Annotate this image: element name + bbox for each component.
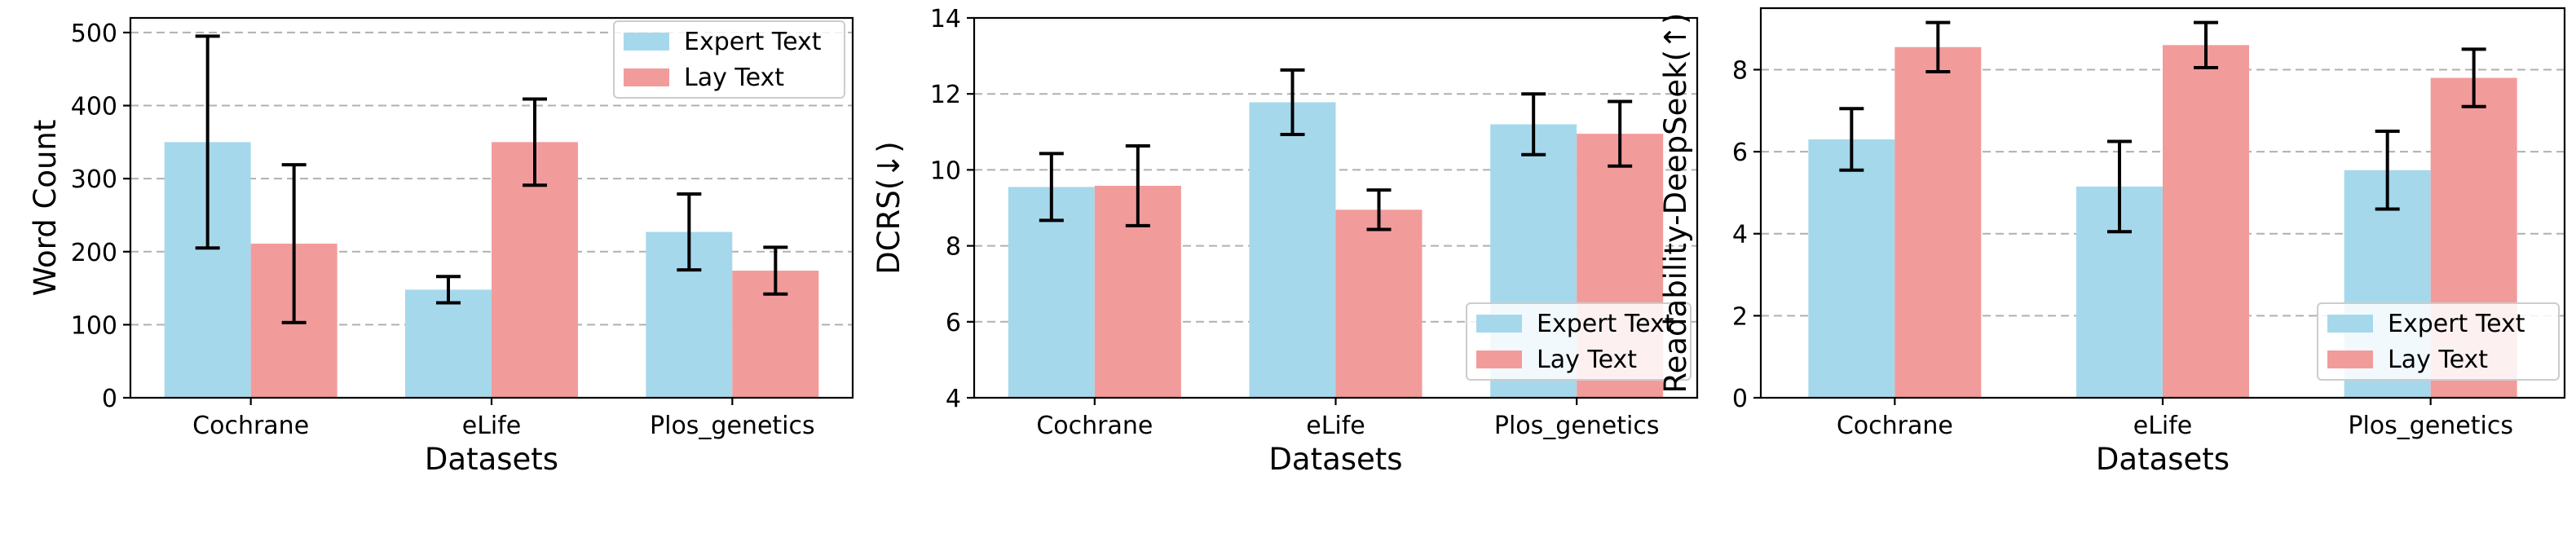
legend: Expert Text Lay Text <box>2317 302 2560 381</box>
x-tick-label: Plos_genetics <box>1494 412 1660 440</box>
y-tick-label: 8 <box>946 233 961 262</box>
legend-frame <box>2317 302 2560 381</box>
x-tick-label: eLife <box>462 412 522 440</box>
legend-swatch-lay-text <box>2327 350 2373 368</box>
legend-swatch-lay-text <box>624 68 669 86</box>
chart-panel-3: 0 2 4 6 8 Cochrane eLife Plos_genetics Datasets R… <box>1658 7 2566 477</box>
legend-swatch-lay-text <box>1476 350 1522 368</box>
y-tick-label: 14 <box>930 5 961 33</box>
x-tick-label: Plos_genetics <box>650 412 815 440</box>
y-tick-label: 0 <box>1732 385 1748 413</box>
y-tick-label: 400 <box>71 93 117 121</box>
y-tick-label: 300 <box>71 165 117 194</box>
bar-lay-text <box>1895 46 1982 399</box>
plot-frame <box>973 16 1699 399</box>
bar-lay-text <box>1335 209 1423 398</box>
y-tick-label: 500 <box>71 20 117 48</box>
legend: Expert Text Lay Text <box>1466 302 1692 381</box>
bar-expert-text <box>405 289 492 398</box>
plot-frame <box>1759 7 2566 399</box>
x-tick-label: Cochrane <box>1036 412 1153 440</box>
x-tick-label: eLife <box>1306 412 1365 440</box>
x-axis-label: Datasets <box>425 442 558 477</box>
bar-expert-text <box>1808 139 1895 398</box>
plot-frame <box>129 16 854 399</box>
legend-frame <box>613 20 845 99</box>
legend: Expert Text Lay Text <box>613 20 845 99</box>
x-tick-label: Cochrane <box>1837 412 1953 440</box>
legend-label: Lay Text <box>684 64 784 92</box>
x-tick-label: Plos_genetics <box>2348 412 2513 440</box>
y-tick-label: 100 <box>71 311 117 340</box>
legend-frame <box>1466 302 1692 381</box>
y-tick-label: 4 <box>1732 221 1748 249</box>
x-axis-label: Datasets <box>2096 442 2230 477</box>
bar-lay-text <box>2163 45 2249 398</box>
y-axis-label: DCRS(↓) <box>871 141 906 274</box>
legend-label: Lay Text <box>1537 346 1637 374</box>
chart-panel-2: 4 6 8 10 12 14 Cochrane eLife Plos_genetics Datas… <box>871 5 1699 477</box>
y-axis-label: Word Count <box>28 120 63 297</box>
y-tick-label: 6 <box>1732 139 1748 167</box>
legend-label: Expert Text <box>1537 310 1674 338</box>
legend-label: Lay Text <box>2388 346 2488 374</box>
y-tick-label: 200 <box>71 239 117 267</box>
y-tick-label: 4 <box>946 385 961 413</box>
legend-swatch-expert-text <box>1476 315 1522 333</box>
y-tick-label: 0 <box>102 385 117 413</box>
legend-swatch-expert-text <box>624 33 669 51</box>
y-tick-label: 8 <box>1732 56 1748 85</box>
y-tick-label: 2 <box>1732 302 1748 331</box>
y-tick-label: 6 <box>946 309 961 337</box>
y-axis-label: Readability-DeepSeek(↑) <box>1658 13 1693 394</box>
legend-label: Expert Text <box>2388 310 2525 338</box>
bar-expert-text <box>1008 187 1095 398</box>
chart-panel-1: 0 100 200 300 400 500 Cochrane eLife Plos_geneti… <box>28 16 854 477</box>
legend-label: Expert Text <box>684 28 822 56</box>
x-tick-label: Cochrane <box>192 412 309 440</box>
x-tick-label: eLife <box>2133 412 2193 440</box>
y-tick-label: 12 <box>930 81 961 109</box>
y-tick-label: 10 <box>930 156 961 185</box>
x-axis-label: Datasets <box>1268 442 1402 477</box>
bar-expert-text <box>1249 102 1336 399</box>
legend-swatch-expert-text <box>2327 315 2373 333</box>
